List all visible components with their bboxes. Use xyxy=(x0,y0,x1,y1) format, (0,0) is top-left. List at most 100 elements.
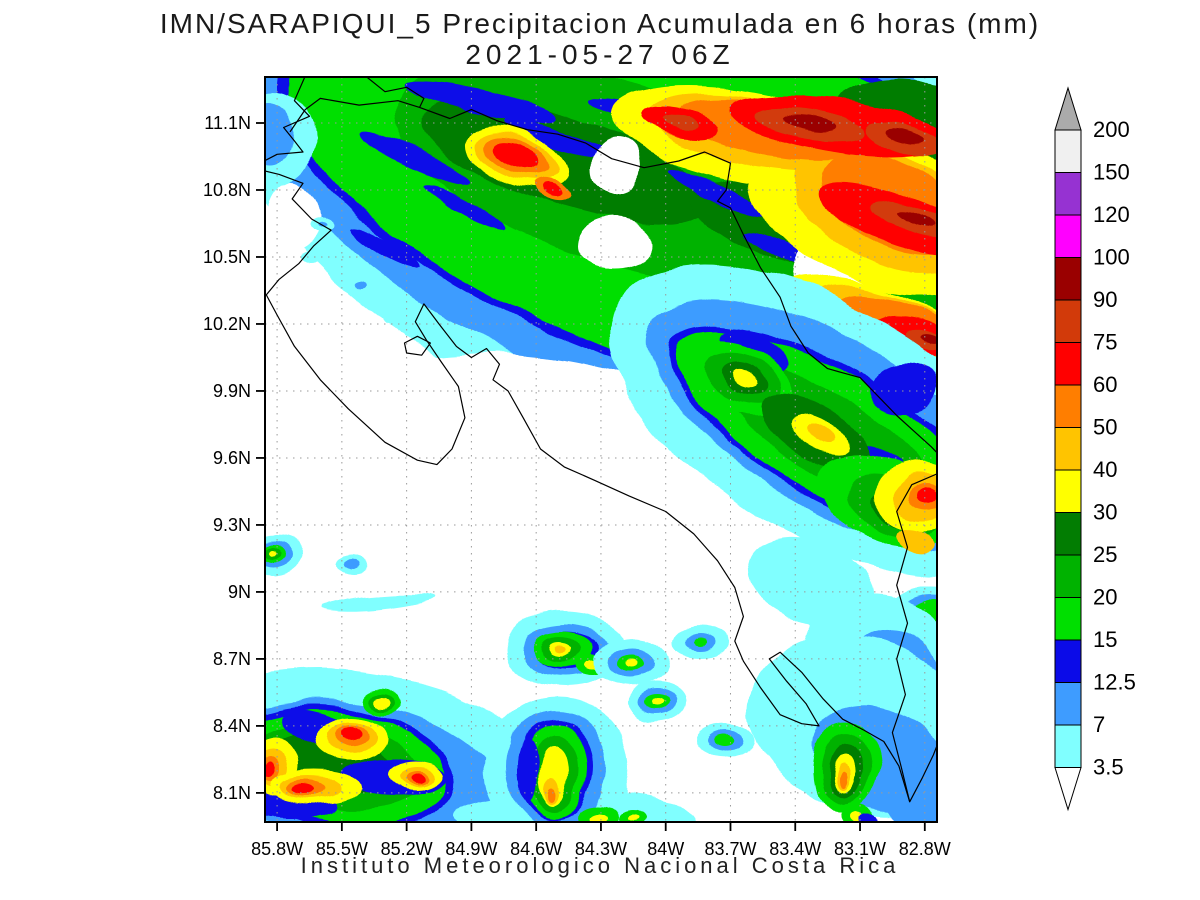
precip-patch-n xyxy=(401,81,559,123)
colorbar-box xyxy=(1054,597,1082,641)
colorbar-box xyxy=(1054,724,1082,768)
lat-tick-label: 11.1N xyxy=(204,113,251,133)
precip-field-inner xyxy=(265,77,937,822)
lon-tick-label: 84W xyxy=(647,839,684,859)
lat-tick-label: 9N xyxy=(228,582,251,602)
precip-patch-n xyxy=(870,362,937,412)
lat-tick-label: 9.3N xyxy=(213,515,251,535)
coastline-path xyxy=(265,77,937,803)
colorbar-label: 120 xyxy=(1093,202,1130,227)
precip-patch-r90 xyxy=(887,129,927,145)
precip-patch-r60 xyxy=(411,773,427,781)
colorbar-label: 60 xyxy=(1093,372,1117,397)
colorbar-box xyxy=(1054,639,1082,683)
coastline-path xyxy=(891,473,937,802)
axis-labels: 11.1N 10.8N 10.5N 10.2N 9.9N 9.6N 9.3N 9N 8.7N 8.… xyxy=(203,113,951,859)
coastline-path xyxy=(289,97,937,454)
coastlines xyxy=(265,77,937,803)
precip-patch-r60 xyxy=(540,185,564,199)
precip-patch-b xyxy=(354,283,366,291)
colorbar-label: 25 xyxy=(1093,542,1117,567)
colorbar-label: 200 xyxy=(1093,117,1130,142)
colorbar-label: 100 xyxy=(1093,245,1130,270)
precip-patch-r75 xyxy=(663,117,697,131)
colorbar-box xyxy=(1054,172,1082,216)
precip-patch-y40 xyxy=(554,646,566,652)
colorbar-box xyxy=(1054,682,1082,726)
precip-patch-y30 xyxy=(374,695,392,707)
colorbar-box xyxy=(1054,299,1082,343)
colorbar-label: 15 xyxy=(1093,627,1117,652)
colorbar-label: 75 xyxy=(1093,330,1117,355)
precip-patch-w xyxy=(593,139,641,195)
precip-patch-b xyxy=(265,103,295,163)
lon-tick-label: 85.2W xyxy=(381,839,433,859)
precip-field xyxy=(265,77,937,822)
island-path xyxy=(403,335,431,356)
lat-tick-label: 10.2N xyxy=(203,314,251,334)
colorbar-box xyxy=(1054,342,1082,386)
page-title: IMN/SARAPIQUI_5 Precipitacion Acumulada … xyxy=(159,8,1041,39)
precip-patch-c xyxy=(300,254,320,266)
lat-tick-label: 8.4N xyxy=(213,716,251,736)
colorbar-box xyxy=(1054,214,1082,258)
precip-patch-r60 xyxy=(492,139,542,169)
colorbar-label: 7 xyxy=(1093,712,1105,737)
lon-tick-label: 83.7W xyxy=(704,839,756,859)
precip-patch-y30 xyxy=(730,367,760,387)
precip-patch-r90 xyxy=(895,209,933,227)
colorbar-label: 150 xyxy=(1093,160,1130,185)
colorbar-over-arrow xyxy=(1054,86,1082,131)
precip-patch-r60 xyxy=(340,727,360,739)
precip-patch-n xyxy=(502,117,608,157)
precip-patch-n xyxy=(350,225,420,269)
precip-patch-r90 xyxy=(919,334,937,344)
precip-patch-r60 xyxy=(915,485,937,501)
precip-patch-y30 xyxy=(266,552,274,558)
precip-patch-n xyxy=(517,739,537,799)
precip-patch-c xyxy=(322,592,432,612)
colorbar-label: 50 xyxy=(1093,415,1117,440)
colorbar-label: 30 xyxy=(1093,500,1117,525)
lat-tick-label: 10.8N xyxy=(203,180,251,200)
precip-patch-y30 xyxy=(652,697,664,705)
lat-tick-label: 9.9N xyxy=(213,381,251,401)
lat-tick-label: 8.1N xyxy=(213,783,251,803)
precip-patch-r60 xyxy=(293,787,317,797)
lon-tick-label: 84.6W xyxy=(510,839,562,859)
lat-tick-label: 9.6N xyxy=(213,448,251,468)
precip-patch-g15 xyxy=(694,638,706,646)
colorbar-box xyxy=(1054,257,1082,301)
precip-patch-b xyxy=(315,222,325,228)
precip-patch-w xyxy=(265,327,335,507)
precip-patch-y30 xyxy=(589,813,607,822)
precip-patch-r60 xyxy=(265,764,276,780)
precip-patch-y30 xyxy=(628,656,640,664)
colorbar: 200 150 120 100 90 75 60 50 40 30 25 20 15 12.5 7 3.5 xyxy=(1054,86,1136,812)
lon-tick-label: 82.8W xyxy=(899,839,951,859)
precip-patch-n xyxy=(668,169,772,215)
gridlines xyxy=(265,77,937,822)
colorbar-box xyxy=(1054,129,1082,173)
precip-patch-n xyxy=(360,130,470,184)
lon-tick-label: 84.9W xyxy=(445,839,497,859)
colorbar-label: 40 xyxy=(1093,457,1117,482)
precip-patch-n xyxy=(425,184,505,230)
lon-tick-label: 84.3W xyxy=(575,839,627,859)
lat-tick-label: 8.7N xyxy=(213,649,251,669)
valid-time-subtitle: 2021-05-27 06Z xyxy=(465,39,735,70)
lon-tick-label: 83.4W xyxy=(769,839,821,859)
colorbar-box xyxy=(1054,384,1082,428)
lon-tick-label: 83.1W xyxy=(834,839,886,859)
precip-patch-r90 xyxy=(782,116,838,132)
precip-patch-w xyxy=(577,220,653,268)
precip-patch-y30 xyxy=(626,816,638,822)
precip-patch-y40 xyxy=(807,424,837,446)
colorbar-box xyxy=(1054,469,1082,513)
precip-patch-o50 xyxy=(838,771,848,787)
precip-patch-b xyxy=(347,560,363,570)
precip-patch-c xyxy=(772,694,794,708)
colorbar-label: 3.5 xyxy=(1093,755,1124,780)
precip-patch-w xyxy=(267,181,319,253)
